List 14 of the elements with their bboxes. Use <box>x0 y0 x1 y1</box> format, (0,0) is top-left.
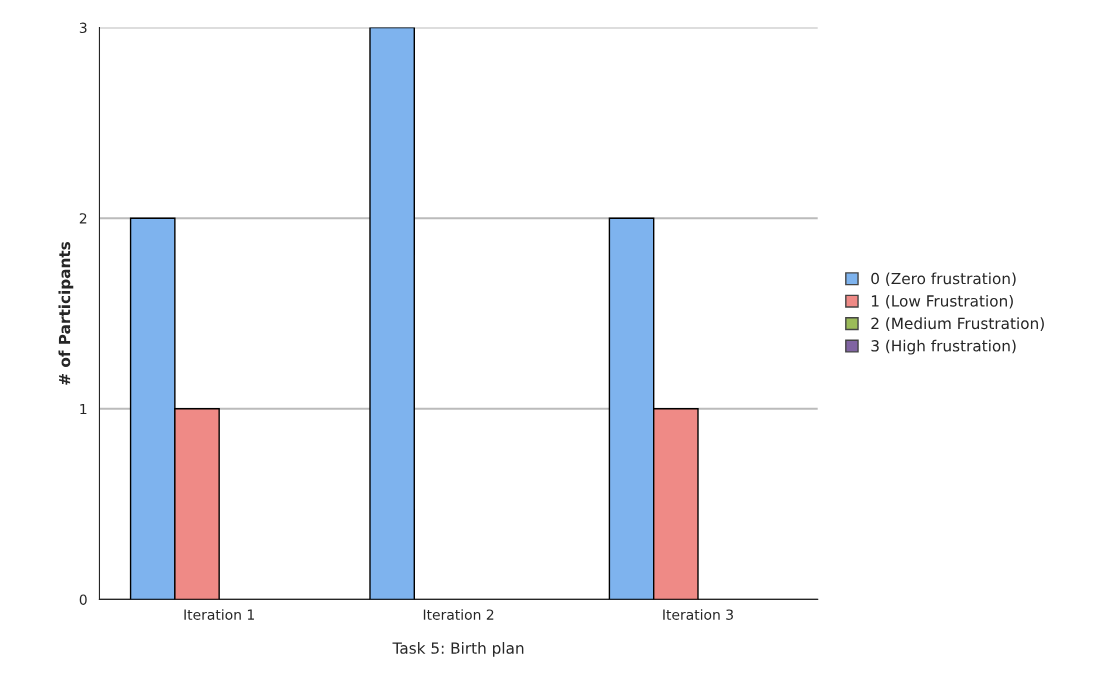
y-tick-label: 1 <box>80 403 87 415</box>
legend-label: 1 (Low Frustration) <box>871 294 1013 309</box>
y-tick-label: 2 <box>79 213 87 224</box>
y-tick-label: 0 <box>79 594 87 605</box>
x-tick-label: Iteration 2 <box>423 609 494 620</box>
x-axis-title: Task 5: Birth plan <box>392 642 524 657</box>
x-tick-label: Iteration 1 <box>184 609 254 620</box>
legend-label: 0 (Zero frustration) <box>871 272 1016 287</box>
x-tick-label: Iteration 3 <box>663 609 733 620</box>
bar <box>369 27 415 600</box>
legend-label: 3 (High frustration) <box>871 339 1016 355</box>
y-axis-title: # of Participants <box>58 241 74 385</box>
y-tick-label: 3 <box>79 22 87 34</box>
legend-label: 2 (Medium Frustration) <box>871 317 1044 331</box>
